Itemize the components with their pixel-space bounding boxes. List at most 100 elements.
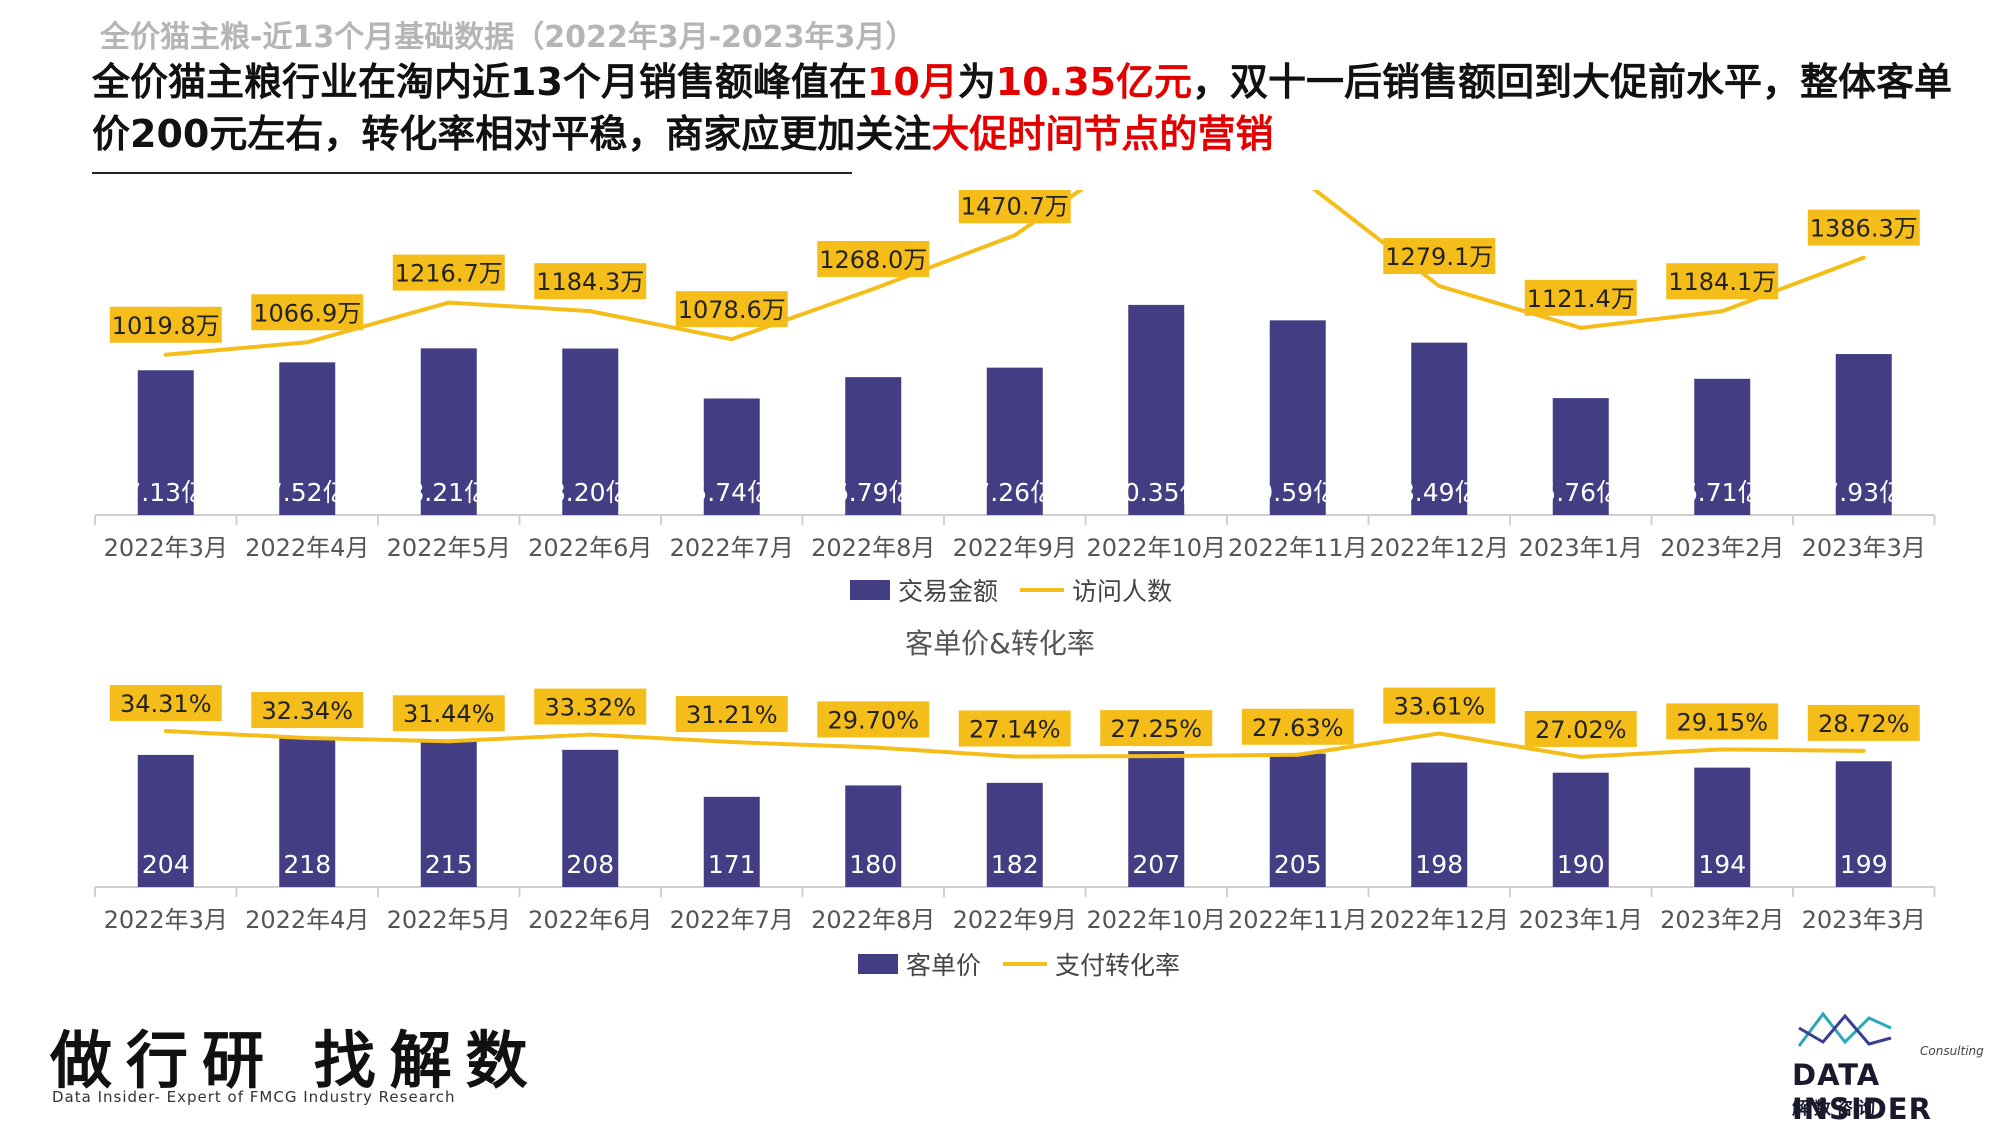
line-value-label: 1470.7万 — [961, 192, 1069, 220]
bar — [1552, 772, 1609, 887]
bar-value-label: 198 — [1415, 850, 1463, 879]
line-label-box — [675, 291, 788, 328]
line-value-label: 1184.3万 — [536, 268, 644, 296]
bar-value-label: 205 — [1274, 850, 1322, 879]
bar — [562, 348, 619, 515]
sales-visitors-chart: 7.13亿 7.52亿 8.21亿 8.20亿 5.74亿 6.79亿 7.26亿 10.35… — [94, 190, 1936, 562]
bar-value-label: 199 — [1840, 850, 1888, 879]
bar — [845, 377, 902, 515]
headline-text: ，双十一后销售额回到大促前水平，整体客单价200元左右，转化率相对平稳，商家应更… — [92, 60, 1953, 156]
legend-bar-swatch — [858, 954, 898, 974]
line-label-box — [109, 306, 222, 343]
line-label-box — [1807, 209, 1920, 246]
line-label-box — [534, 688, 647, 725]
line-value-label: 1066.9万 — [253, 299, 361, 327]
bar — [1835, 761, 1892, 887]
x-tick-label: 2022年8月 — [811, 534, 935, 562]
bar-value-label: 7.93亿 — [1823, 478, 1904, 507]
line-point — [588, 309, 593, 314]
chart2-legend: 客单价 支付转化率 — [858, 946, 1192, 982]
line-point — [588, 732, 593, 737]
chart1-legend: 交易金额 访问人数 — [850, 572, 1184, 608]
line-label-box — [1524, 279, 1637, 316]
line-point — [1861, 255, 1866, 260]
line-label-box — [958, 710, 1071, 747]
line-value-label: 29.70% — [827, 706, 919, 734]
line-point — [1578, 325, 1583, 330]
headline-highlight: 10.35亿元 — [995, 60, 1192, 104]
line-label-box — [109, 685, 222, 722]
x-tick-label: 2022年3月 — [104, 906, 228, 934]
bar — [1128, 304, 1185, 515]
line-label-box — [958, 190, 1071, 224]
line-point — [163, 352, 168, 357]
line-point — [1295, 752, 1300, 757]
bar — [1269, 753, 1326, 887]
line-label-box — [1524, 710, 1637, 747]
x-tick-label: 2022年11月 — [1228, 906, 1368, 934]
line-point — [729, 337, 734, 342]
line-value-label: 33.61% — [1393, 693, 1485, 721]
line-point — [446, 739, 451, 744]
bar — [420, 348, 477, 515]
line-point — [305, 340, 310, 345]
price-conversion-chart: 204 218 215 208 171 180 182 207 205 198 190 194 199 2… — [94, 685, 1936, 934]
bar-value-label: 218 — [283, 850, 331, 879]
bar-value-label: 182 — [991, 850, 1039, 879]
legend-bar-swatch — [850, 580, 890, 600]
bar-value-label: 194 — [1698, 850, 1746, 879]
line-value-label: 27.25% — [1110, 715, 1202, 743]
bar — [1694, 378, 1751, 515]
x-tick-label: 2023年1月 — [1519, 906, 1643, 934]
line-label-box — [1666, 263, 1779, 300]
line-value-label: 27.14% — [969, 716, 1061, 744]
brand-name: DATA INSIDER — [1792, 1058, 1932, 1126]
page-headline: 全价猫主粮行业在淘内近13个月销售额峰值在10月为10.35亿元，双十一后销售额… — [92, 56, 1972, 160]
line-label-box — [534, 263, 647, 300]
bar-value-label: 190 — [1557, 850, 1605, 879]
x-tick-label: 2022年7月 — [670, 534, 794, 562]
chart2-title: 客单价&转化率 — [905, 627, 1095, 660]
bar — [1552, 398, 1609, 515]
bar — [986, 782, 1043, 887]
line-point — [1012, 233, 1017, 238]
bar-value-label: 7.26亿 — [974, 478, 1055, 507]
x-tick-label: 2022年5月 — [387, 534, 511, 562]
headline-text: 全价猫主粮行业在淘内近13个月销售额峰值在 — [92, 60, 867, 104]
line-value-label: 1184.1万 — [1668, 268, 1776, 296]
bar-value-label: 8.21亿 — [408, 478, 489, 507]
line-label-box — [392, 254, 505, 291]
line-value-label: 28.72% — [1818, 710, 1910, 738]
bar-value-label: 207 — [1132, 850, 1180, 879]
x-tick-label: 2022年3月 — [104, 534, 228, 562]
x-tick-label: 2022年9月 — [953, 534, 1077, 562]
line-point — [1012, 754, 1017, 759]
legend-line-label: 支付转化率 — [1055, 951, 1181, 980]
line-point — [305, 736, 310, 741]
x-tick-label: 2023年2月 — [1660, 906, 1784, 934]
legend-line-label: 访问人数 — [1072, 577, 1173, 606]
slogan: 做行研 找解数 — [50, 1024, 542, 1097]
x-tick-label: 2022年5月 — [387, 906, 511, 934]
line-value-label: 31.44% — [403, 700, 495, 728]
x-tick-label: 2022年12月 — [1369, 534, 1509, 562]
line-point — [1578, 754, 1583, 759]
line-label-box — [1383, 238, 1496, 275]
line-value-label: 34.31% — [120, 690, 212, 718]
line-point — [1720, 747, 1725, 752]
x-tick-label: 2022年11月 — [1228, 534, 1368, 562]
line-label-box — [817, 240, 930, 277]
slogan-subtitle: Data Insider- Expert of FMCG Industry Re… — [52, 1088, 456, 1106]
bar — [1694, 767, 1751, 887]
x-tick-label: 2023年3月 — [1802, 906, 1926, 934]
bar-value-label: 204 — [142, 850, 190, 879]
headline-highlight: 大促时间节点的营销 — [931, 112, 1274, 156]
bar-value-label: 7.52亿 — [267, 478, 348, 507]
line-value-label: 32.34% — [261, 697, 353, 725]
bar-value-label: 5.74亿 — [691, 478, 772, 507]
headline-text: 为 — [957, 60, 996, 104]
bar — [279, 362, 336, 515]
bar — [986, 367, 1043, 515]
x-tick-label: 2022年9月 — [953, 906, 1077, 934]
line-point — [446, 300, 451, 305]
